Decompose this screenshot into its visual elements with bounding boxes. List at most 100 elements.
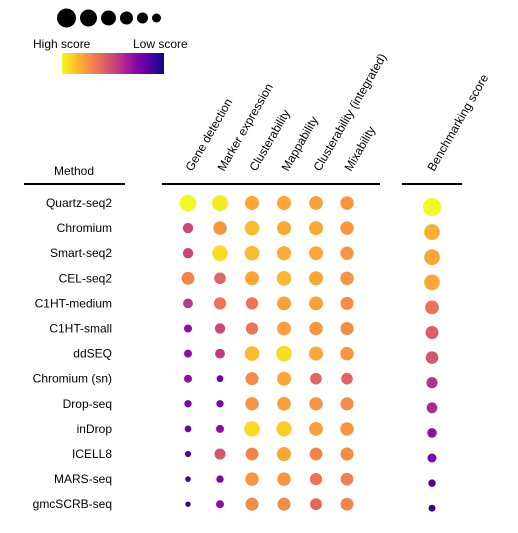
- row-header-method: Method: [54, 164, 94, 178]
- dot-drop-seq-clusterability: [245, 397, 259, 411]
- dot-indrop-mixability: [340, 422, 354, 436]
- dot-quartz-seq2-mappability: [277, 196, 291, 210]
- dot-chromium-sn-mixability: [341, 372, 353, 385]
- method-label-icell8: ICELL8: [72, 447, 112, 461]
- dot-ddseq-gene-detection: [184, 349, 192, 358]
- benchmark-dot-gmcscrb-seq: [428, 504, 436, 512]
- legend-high-label: High score: [33, 37, 91, 51]
- dot-smart-seq2-gene-detection: [182, 248, 194, 259]
- dot-gmcscrb-seq-gene-detection: [185, 501, 191, 507]
- dot-c1ht-small-mixability: [340, 321, 354, 336]
- dot-quartz-seq2-marker-expression: [211, 194, 229, 212]
- legend-size-circle: [101, 10, 116, 26]
- dot-quartz-seq2-gene-detection: [179, 194, 197, 212]
- dot-quartz-seq2-clusterability: [245, 196, 259, 210]
- legend-color-bar: [62, 53, 164, 74]
- dot-icell8-marker-expression: [214, 448, 226, 460]
- benchmark-dot-indrop: [427, 428, 437, 438]
- dot-cel-seq2-clusterability-integrated: [309, 271, 323, 286]
- legend-size-circle: [137, 12, 148, 24]
- dot-chromium-sn-marker-expression: [216, 375, 224, 383]
- dot-c1ht-small-marker-expression: [214, 323, 226, 334]
- method-label-ddseq: ddSEQ: [73, 347, 112, 361]
- dot-indrop-marker-expression: [216, 424, 224, 433]
- dot-drop-seq-gene-detection: [184, 400, 192, 408]
- dot-ddseq-mixability: [340, 346, 354, 361]
- dot-smart-seq2-mappability: [276, 246, 292, 261]
- dot-chromium-clusterability: [244, 220, 260, 236]
- dot-c1ht-small-mappability: [277, 321, 291, 336]
- dot-smart-seq2-mixability: [340, 246, 354, 260]
- dot-chromium-mappability: [277, 221, 291, 236]
- dot-chromium-gene-detection: [182, 222, 194, 234]
- benchmark-dot-quartz-seq2: [423, 198, 441, 216]
- dot-c1ht-medium-marker-expression: [213, 297, 227, 310]
- dot-c1ht-medium-clusterability-integrated: [309, 296, 323, 311]
- dot-c1ht-medium-gene-detection: [183, 298, 193, 309]
- benchmark-dot-chromium: [424, 224, 440, 241]
- dot-chromium-sn-gene-detection: [184, 374, 192, 383]
- dot-indrop-gene-detection: [184, 425, 192, 433]
- dot-mars-seq-clusterability: [245, 472, 259, 486]
- dot-ddseq-clusterability: [244, 346, 260, 361]
- dot-c1ht-medium-mappability: [277, 296, 291, 311]
- dot-cel-seq2-gene-detection: [181, 271, 195, 285]
- dot-drop-seq-mappability: [277, 396, 291, 411]
- method-label-c1ht-medium: C1HT-medium: [35, 296, 112, 310]
- benchmark-dot-smart-seq2: [424, 249, 440, 265]
- legend-size-circle: [80, 9, 97, 27]
- legend-size-circle: [152, 13, 161, 23]
- method-label-cel-seq2: CEL-seq2: [59, 271, 113, 285]
- dot-mars-seq-mixability: [340, 472, 354, 486]
- dot-chromium-sn-clusterability: [245, 372, 259, 386]
- dot-gmcscrb-seq-marker-expression: [216, 500, 224, 509]
- column-label-benchmarking-score: Benchmarking score: [424, 71, 491, 173]
- dot-mars-seq-mappability: [277, 472, 291, 486]
- dot-icell8-mixability: [340, 447, 354, 461]
- legend-low-label: Low score: [133, 37, 188, 51]
- dot-chromium-sn-mappability: [277, 371, 291, 386]
- dot-chromium-mixability: [340, 221, 354, 235]
- dot-c1ht-medium-clusterability: [245, 297, 259, 310]
- column-label-marker-expression: Marker expression: [214, 81, 275, 173]
- benchmark-dot-cel-seq2: [424, 274, 440, 291]
- dot-c1ht-small-gene-detection: [184, 324, 192, 333]
- method-label-chromium-sn: Chromium (sn): [33, 372, 112, 386]
- dot-mars-seq-gene-detection: [185, 476, 191, 482]
- method-label-mars-seq: MARS-seq: [54, 472, 112, 486]
- method-label-smart-seq2: Smart-seq2: [50, 246, 112, 260]
- dot-icell8-mappability: [277, 447, 291, 461]
- method-label-indrop: inDrop: [77, 422, 113, 436]
- dot-ddseq-clusterability-integrated: [309, 346, 323, 361]
- dot-gmcscrb-seq-clusterability-integrated: [310, 498, 322, 511]
- dot-indrop-mappability: [276, 421, 292, 437]
- dot-chromium-clusterability-integrated: [309, 221, 323, 236]
- dot-c1ht-small-clusterability: [245, 322, 259, 335]
- dot-icell8-clusterability: [245, 447, 259, 461]
- legend-size-circle: [57, 8, 76, 28]
- dot-c1ht-small-clusterability-integrated: [309, 321, 323, 336]
- dot-icell8-gene-detection: [184, 450, 192, 458]
- dot-smart-seq2-marker-expression: [212, 245, 228, 261]
- benchmark-dot-icell8: [427, 453, 437, 463]
- dot-cel-seq2-marker-expression: [214, 272, 226, 285]
- benchmark-dot-ddseq: [425, 351, 439, 364]
- dot-cel-seq2-clusterability: [245, 271, 259, 286]
- dot-indrop-clusterability: [244, 421, 260, 437]
- dot-gmcscrb-seq-mappability: [277, 497, 291, 511]
- dot-c1ht-medium-mixability: [340, 296, 354, 310]
- dot-smart-seq2-clusterability: [244, 245, 260, 261]
- dot-icell8-clusterability-integrated: [309, 447, 323, 461]
- dot-indrop-clusterability-integrated: [309, 422, 323, 436]
- dot-ddseq-marker-expression: [215, 348, 225, 359]
- dot-quartz-seq2-mixability: [340, 196, 354, 210]
- benchmark-dot-mars-seq: [428, 479, 436, 487]
- benchmark-dot-chromium-sn: [426, 377, 438, 389]
- benchmark-dot-drop-seq: [426, 402, 438, 414]
- benchmark-dot-c1ht-medium: [425, 300, 439, 315]
- dot-mars-seq-marker-expression: [216, 475, 224, 483]
- dot-ddseq-mappability: [276, 345, 292, 362]
- method-label-c1ht-small: C1HT-small: [49, 322, 112, 336]
- dot-smart-seq2-clusterability-integrated: [309, 246, 323, 261]
- dot-chromium-sn-clusterability-integrated: [310, 372, 322, 385]
